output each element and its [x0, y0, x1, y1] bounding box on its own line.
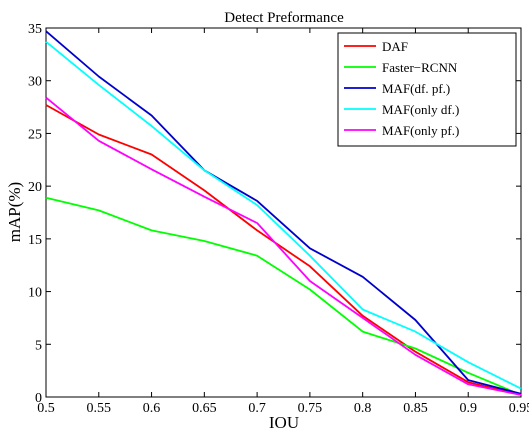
y-tick-label: 25 [28, 127, 42, 142]
series-line [45, 104, 522, 396]
x-tick-label: 0.75 [298, 401, 323, 416]
y-tick-label: 15 [28, 233, 42, 248]
legend-label: MAF(only df.) [382, 102, 459, 117]
legend-label: Faster−RCNN [382, 60, 458, 75]
axis-ticks: 0.5 0.55 0.6 0.65 0.7 0.75 0.8 0.85 0.9 0.95 0 5 10 1… [28, 22, 529, 416]
x-axis-label: IOU [269, 413, 299, 430]
series-line [45, 196, 522, 396]
y-tick-label: 35 [28, 22, 42, 37]
y-tick-label: 20 [28, 180, 42, 195]
legend: DAF Faster−RCNN MAF(df. pf.) MAF(only df.) M… [337, 32, 517, 147]
legend-label: MAF(only pf.) [382, 123, 459, 138]
y-tick-label: 5 [35, 338, 42, 353]
x-tick-label: 0.55 [87, 401, 112, 416]
legend-box [337, 32, 517, 147]
y-axis-label: mAP(%) [5, 182, 24, 242]
x-tick-label: 0.8 [354, 401, 372, 416]
plot-area-frame [45, 27, 522, 398]
x-tick-label: 0.85 [403, 401, 428, 416]
x-tick-label: 0.6 [143, 401, 161, 416]
x-tick-label: 0.9 [459, 401, 477, 416]
x-tick-label: 0.95 [509, 401, 529, 416]
y-tick-label: 0 [35, 391, 42, 406]
x-tick-label: 0.7 [248, 401, 266, 416]
chart-title: Detect Preformance [224, 10, 344, 26]
series-line [45, 30, 522, 395]
x-tick-label: 0.5 [37, 401, 55, 416]
series-line [45, 96, 522, 396]
x-tick-label: 0.65 [192, 401, 217, 416]
y-tick-label: 30 [28, 75, 42, 90]
y-tick-label: 10 [28, 286, 42, 301]
series-line [45, 41, 522, 390]
legend-label: DAF [382, 39, 408, 54]
legend-label: MAF(df. pf.) [382, 81, 450, 96]
series-lines [45, 30, 522, 396]
